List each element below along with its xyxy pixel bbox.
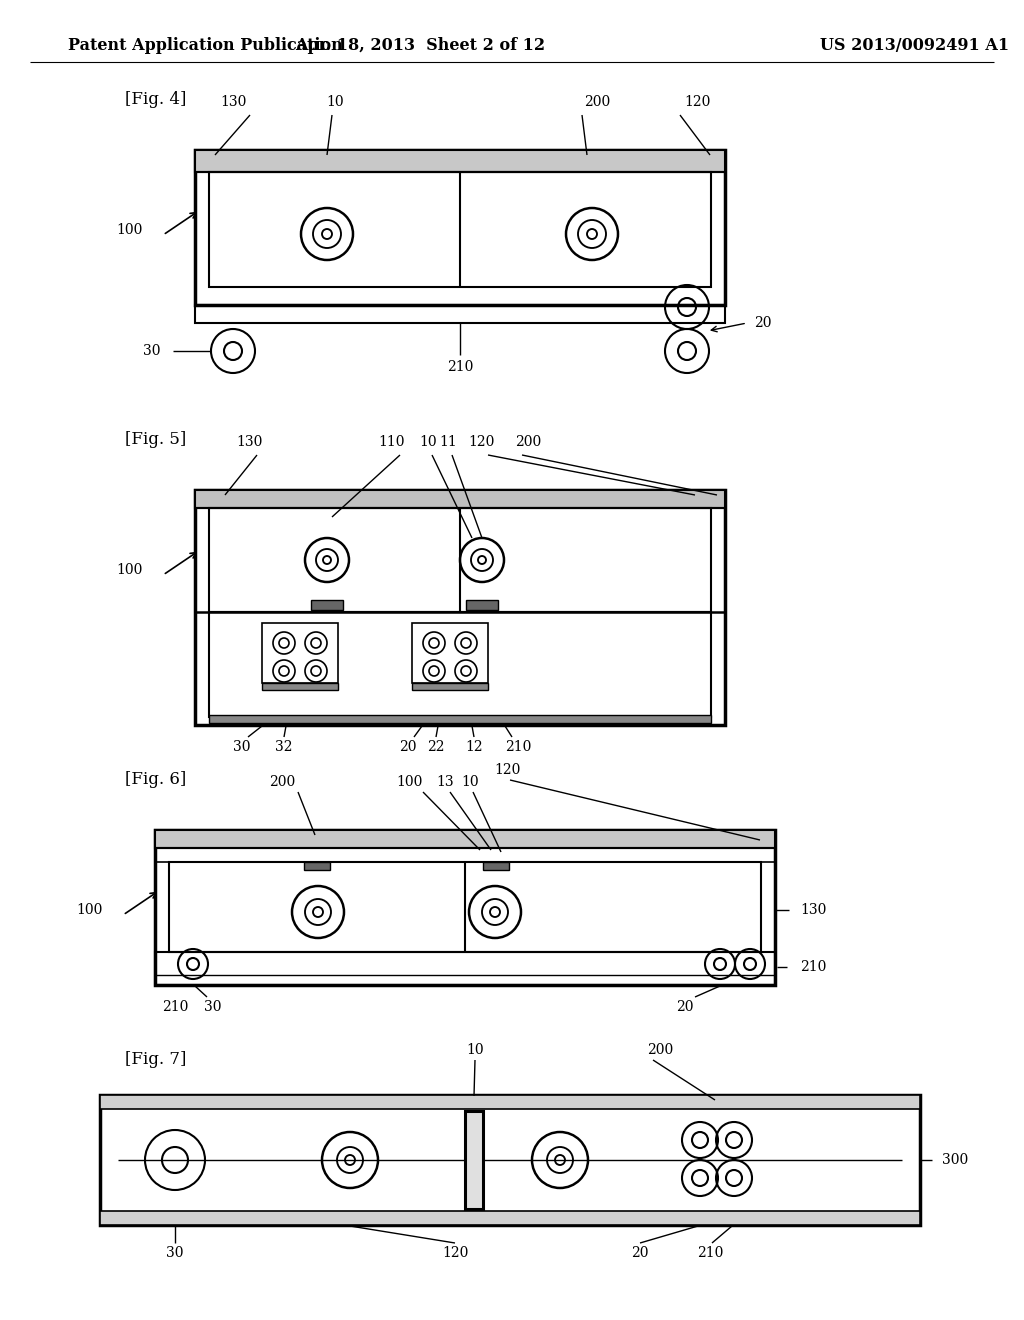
Text: [Fig. 4]: [Fig. 4]	[125, 91, 186, 108]
Text: [Fig. 7]: [Fig. 7]	[125, 1052, 186, 1068]
Text: 20: 20	[676, 1001, 693, 1014]
Bar	[195, 490, 725, 725]
Bar	[262, 623, 338, 682]
Text: 32: 32	[275, 741, 293, 754]
Bar	[465, 1111, 483, 1209]
Text: US 2013/0092491 A1: US 2013/0092491 A1	[820, 37, 1009, 54]
Bar	[209, 715, 711, 723]
Text: 10: 10	[327, 95, 344, 110]
Text: 100: 100	[117, 223, 143, 238]
Text: 12: 12	[465, 741, 482, 754]
Bar	[195, 305, 725, 323]
Bar	[209, 612, 711, 717]
Bar	[195, 150, 725, 172]
Bar	[483, 862, 509, 870]
Bar	[304, 862, 330, 870]
Text: 210: 210	[162, 1001, 188, 1014]
Text: 30: 30	[204, 1001, 222, 1014]
Text: 120: 120	[441, 1246, 468, 1261]
Text: 120: 120	[684, 95, 711, 110]
Text: 130: 130	[220, 95, 246, 110]
Bar	[100, 1096, 920, 1225]
Text: 200: 200	[515, 436, 541, 449]
Bar	[262, 682, 338, 690]
Text: 200: 200	[647, 1043, 673, 1057]
Text: 20: 20	[631, 1246, 649, 1261]
Text: [Fig. 6]: [Fig. 6]	[125, 771, 186, 788]
Bar	[412, 682, 488, 690]
Text: 22: 22	[427, 741, 444, 754]
Text: 300: 300	[942, 1152, 968, 1167]
Text: 210: 210	[446, 360, 473, 374]
Text: 30: 30	[142, 345, 160, 358]
Bar	[155, 830, 775, 985]
Text: 10: 10	[419, 436, 437, 449]
Text: 120: 120	[494, 763, 520, 777]
Text: 10: 10	[466, 1043, 483, 1057]
Text: 20: 20	[755, 315, 772, 330]
Text: 100: 100	[77, 903, 103, 917]
Text: 210: 210	[800, 960, 826, 974]
Text: 110: 110	[379, 436, 406, 449]
Bar	[155, 830, 775, 847]
Text: 200: 200	[269, 775, 295, 789]
Text: 10: 10	[461, 775, 479, 789]
Text: 30: 30	[233, 741, 251, 754]
Text: 20: 20	[399, 741, 417, 754]
Text: [Fig. 5]: [Fig. 5]	[125, 432, 186, 449]
Text: Patent Application Publication: Patent Application Publication	[68, 37, 343, 54]
Text: Apr. 18, 2013  Sheet 2 of 12: Apr. 18, 2013 Sheet 2 of 12	[295, 37, 545, 54]
Bar	[155, 952, 775, 985]
Bar	[169, 862, 761, 952]
Text: 100: 100	[117, 564, 143, 577]
Bar	[195, 150, 725, 305]
Text: 11: 11	[439, 436, 457, 449]
Text: 130: 130	[800, 903, 826, 917]
Bar	[100, 1096, 920, 1109]
Text: 100: 100	[397, 775, 423, 789]
Text: 30: 30	[166, 1246, 183, 1261]
Text: 210: 210	[696, 1246, 723, 1261]
Bar	[195, 490, 725, 508]
Bar	[100, 1210, 920, 1225]
Bar	[209, 172, 711, 286]
Bar	[466, 601, 498, 610]
Bar	[311, 601, 343, 610]
Text: 210: 210	[505, 741, 531, 754]
Text: 130: 130	[237, 436, 263, 449]
Bar	[209, 508, 711, 612]
Text: 120: 120	[469, 436, 496, 449]
Text: 200: 200	[584, 95, 610, 110]
Bar	[412, 623, 488, 682]
Text: 13: 13	[436, 775, 454, 789]
